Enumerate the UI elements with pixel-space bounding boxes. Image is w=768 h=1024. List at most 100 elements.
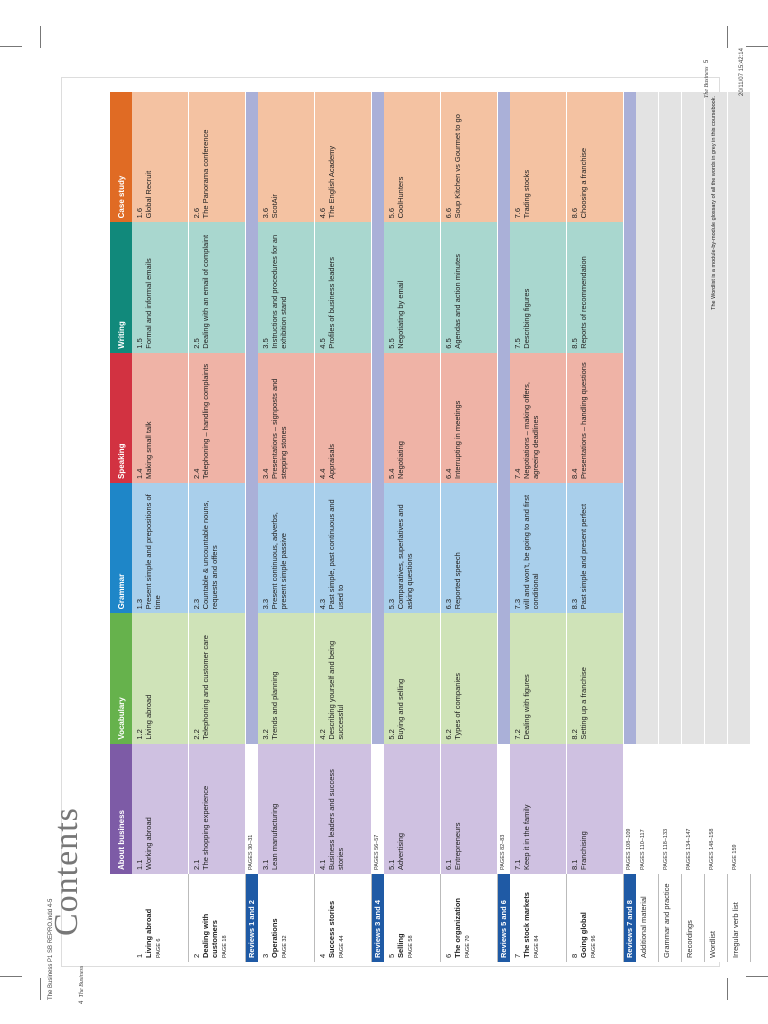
unit-name: Operations (270, 918, 279, 958)
lesson-title: ScotAir (270, 194, 279, 219)
case-study-cell: 5.6 CoolHunters (384, 92, 441, 223)
lesson-number: 6.5 (444, 338, 453, 349)
vocabulary-cell: 1.2 Living abroad (132, 613, 189, 744)
lesson-number: 2.4 (192, 468, 201, 480)
about-business-cell: 4.1 Business leaders and success stories (314, 743, 372, 874)
case-study-cell: 4.6 The English Academy (314, 92, 372, 223)
unit-name: Dealing with customers (201, 913, 219, 958)
vocabulary-cell: 8.2 Setting up a franchise (566, 613, 624, 744)
lesson-number: 2.6 (192, 207, 201, 219)
extra-pages: PAGES 110–117 (636, 743, 659, 874)
header-vocabulary: Vocabulary (110, 613, 132, 744)
lesson-number: 5.5 (387, 338, 396, 349)
review-fill (245, 92, 258, 223)
case-study-cell: 1.6 Global Recruit (132, 92, 189, 223)
lesson-title: Present continuous, adverbs, present sim… (270, 512, 288, 610)
lesson-number: 1.5 (135, 338, 144, 349)
writing-cell: 8.5 Reports of recommendation (566, 222, 624, 353)
review-pages: PAGES 56–57 (371, 743, 384, 874)
lesson-title: Formal and informal emails (144, 258, 153, 349)
lesson-title: Negotiating (396, 441, 405, 480)
lesson-title: Franchising (579, 831, 588, 870)
lesson-number: 8.3 (570, 598, 579, 610)
lesson-title: will and won't, be going to and first co… (522, 494, 540, 610)
lesson-number: 4.1 (318, 859, 327, 870)
lesson-number: 5.4 (387, 468, 396, 480)
print-slug: The Business P1 SB REPRO.indd 4-5 (48, 898, 54, 1000)
unit-number: 1 (135, 953, 144, 958)
review-fill (497, 483, 510, 614)
review-fill (245, 222, 258, 353)
lesson-title: Telephoning – handling complaints (201, 363, 210, 480)
crop-mark (727, 26, 728, 48)
review-fill (371, 222, 384, 353)
lesson-title: Global Recruit (144, 170, 153, 219)
case-study-cell: 6.6 Soup Kitchen vs Gourmet to go (440, 92, 498, 223)
lesson-title: Soup Kitchen vs Gourmet to go (453, 114, 462, 219)
right-brand: The Business (704, 66, 710, 99)
header-row: About business Vocabulary Grammar Speaki… (110, 92, 132, 962)
lesson-title: Appraisals (327, 443, 336, 480)
unit-page: PAGE 32 (282, 935, 288, 958)
case-study-cell: 8.6 Choosing a franchise (566, 92, 624, 223)
unit-row: 5 Selling PAGE 58 5.1 Advertising 5.2 Buying a… (384, 92, 441, 962)
left-page-number: 4 (79, 1000, 85, 1004)
lesson-number: 3.3 (261, 598, 270, 610)
lesson-number: 5.1 (387, 859, 396, 870)
review-fill (245, 613, 258, 744)
review-fill (497, 92, 510, 223)
grammar-cell: 8.3 Past simple and present perfect (566, 483, 624, 614)
vocabulary-cell: 7.2 Dealing with figures (510, 613, 567, 744)
review-pages: PAGES 30–31 (245, 743, 258, 874)
writing-cell: 4.5 Profiles of business leaders (314, 222, 372, 353)
lesson-title: The Panorama conference (201, 129, 210, 219)
review-label: Reviews 7 and 8 (623, 874, 636, 962)
header-grammar: Grammar (110, 483, 132, 614)
case-study-cell: 7.6 Trading stocks (510, 92, 567, 223)
lesson-number: 3.6 (261, 207, 270, 219)
unit-row: 6 The organization PAGE 70 6.1 Entrepreneurs… (440, 92, 498, 962)
lesson-title: Buying and selling (396, 678, 405, 740)
lesson-title: Making small talk (144, 421, 153, 480)
extra-row: Recordings PAGES 134–147 (681, 92, 705, 962)
about-business-cell: 2.1 The shopping experience (188, 743, 246, 874)
lesson-title: Setting up a franchise (579, 667, 588, 740)
lesson-title: Choosing a franchise (579, 147, 588, 219)
about-business-cell: 8.1 Franchising (566, 743, 624, 874)
extra-label: Additional material (636, 874, 659, 962)
speaking-cell: 8.4 Presentations – handling questions (566, 352, 624, 484)
vocabulary-cell: 5.2 Buying and selling (384, 613, 441, 744)
lesson-number: 5.2 (387, 729, 396, 740)
crop-mark (40, 978, 41, 1000)
unit-label: 2 Dealing with customers PAGE 18 (188, 874, 246, 962)
review-row: Reviews 3 and 4 PAGES 56–57 (371, 92, 384, 962)
unit-number: 4 (318, 953, 327, 958)
unit-page: PAGE 6 (156, 938, 162, 958)
lesson-number: 3.1 (261, 859, 270, 870)
lesson-number: 7.3 (513, 598, 522, 610)
lesson-title: Presentations – signposts and stepping s… (270, 378, 288, 480)
lesson-number: 6.2 (444, 729, 453, 740)
review-label: Reviews 5 and 6 (497, 874, 510, 962)
extra-pages: PAGES 118–133 (658, 743, 682, 874)
review-fill (623, 483, 636, 614)
review-fill (497, 352, 510, 484)
unit-number: 6 (444, 953, 453, 958)
lesson-number: 8.1 (570, 859, 579, 870)
review-label: Reviews 1 and 2 (245, 874, 258, 962)
extra-row: Additional material PAGES 110–117 (636, 92, 659, 962)
extra-row: Irregular verb list PAGE 159 (727, 92, 751, 962)
writing-cell: 2.5 Dealing with an email of complaint (188, 222, 246, 353)
lesson-title: Dealing with figures (522, 674, 531, 740)
writing-cell: 6.5 Agendas and action minutes (440, 222, 498, 353)
extra-label: Irregular verb list (727, 874, 751, 962)
lesson-number: 1.3 (135, 598, 144, 610)
extra-fill (727, 92, 751, 744)
unit-row: 1 Living abroad PAGE 6 1.1 Working abroad 1.2… (132, 92, 189, 962)
header-writing: Writing (110, 222, 132, 353)
about-business-cell: 1.1 Working abroad (132, 743, 189, 874)
writing-cell: 1.5 Formal and informal emails (132, 222, 189, 353)
unit-row: 4 Success stories PAGE 44 4.1 Business leade… (314, 92, 372, 962)
unit-number: 7 (513, 953, 522, 958)
lesson-title: Instructions and procedures for an exhib… (270, 234, 288, 349)
